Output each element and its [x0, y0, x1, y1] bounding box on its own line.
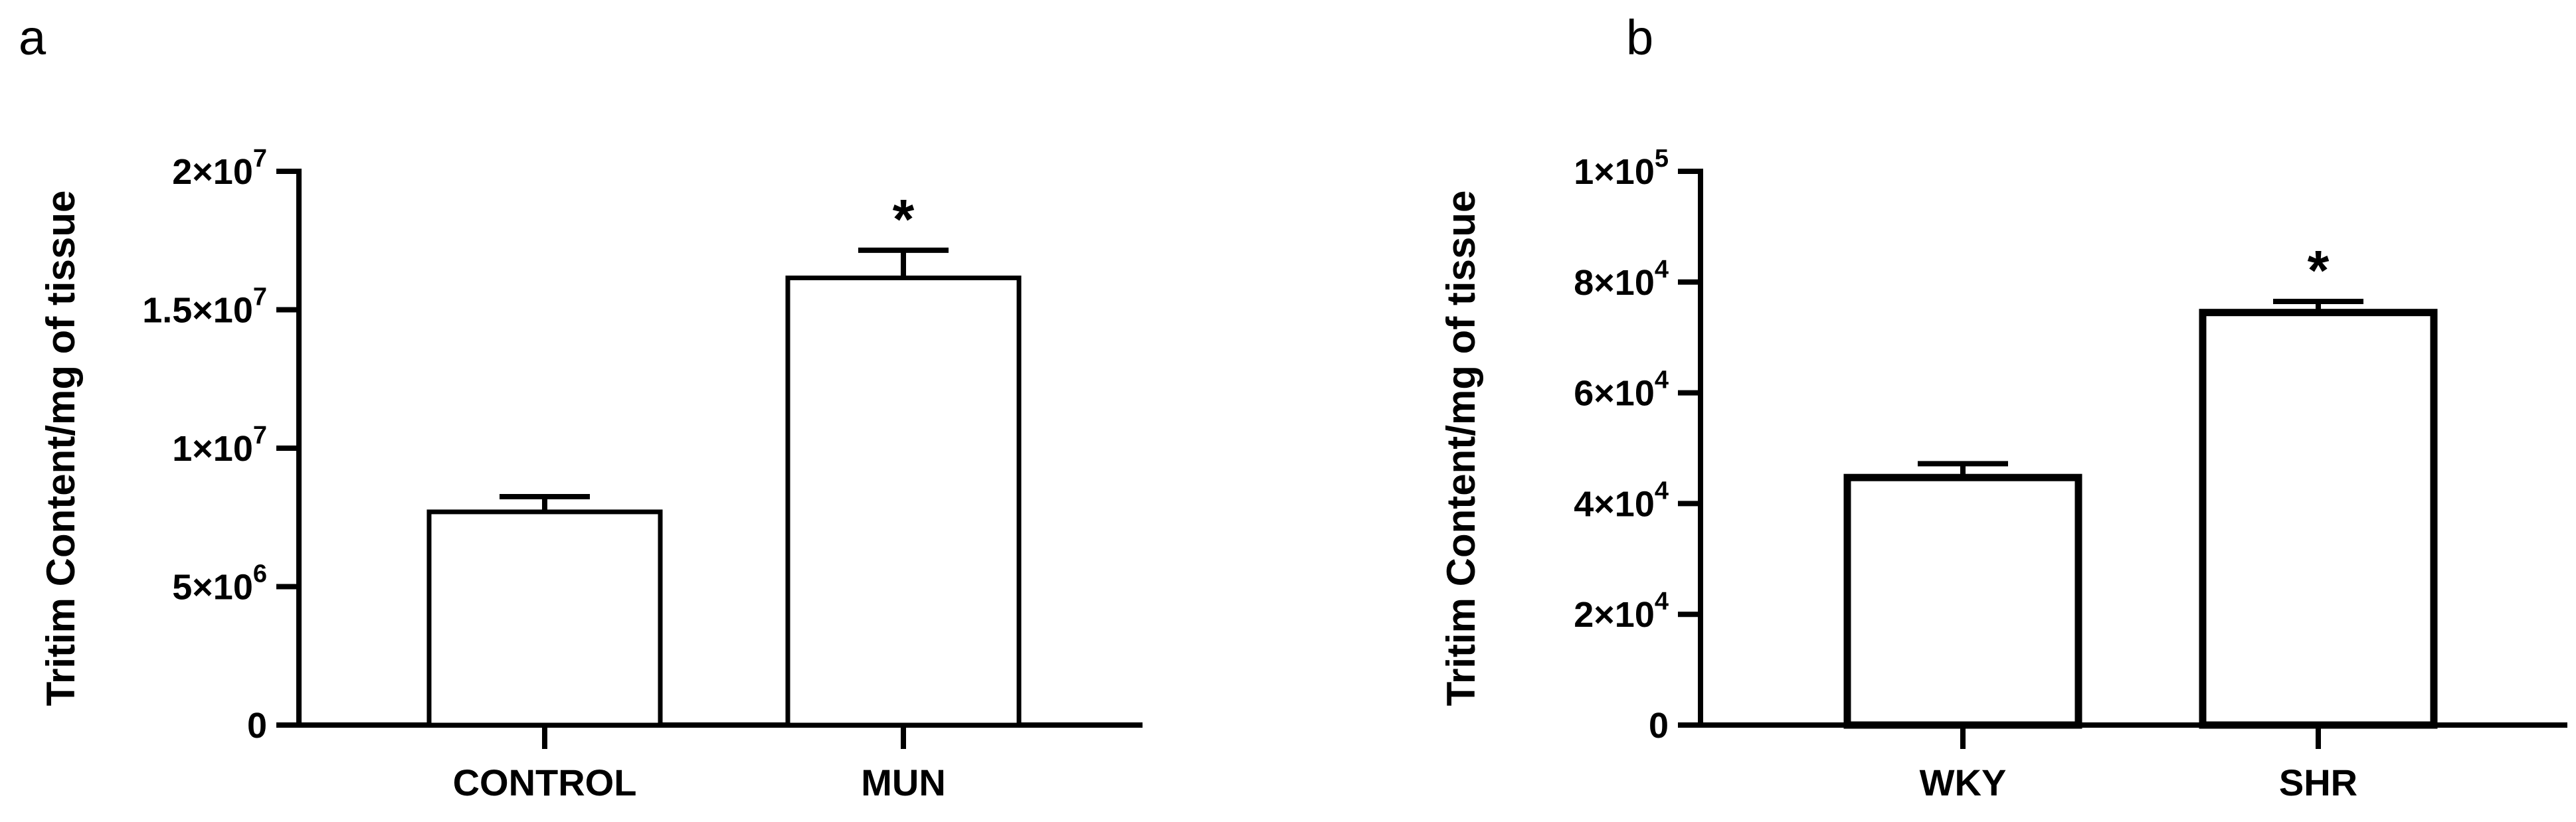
y-tick-exponent: 7 — [253, 422, 267, 450]
bar-control — [426, 509, 663, 728]
y-tick-label: 5×106 — [172, 560, 267, 608]
y-tick-label: 1×107 — [172, 422, 267, 469]
y-tick-exponent: 4 — [1655, 588, 1669, 616]
y-axis-label: Tritim Content/mg of tissue — [39, 191, 83, 706]
y-axis-label: Tritim Content/mg of tissue — [1439, 191, 1483, 706]
y-tick-label: 8×104 — [1574, 256, 1669, 303]
y-tick-exponent: 5 — [1655, 145, 1669, 173]
y-tick-label: 1.5×107 — [142, 284, 267, 331]
y-tick-exponent: 7 — [253, 284, 267, 311]
y-tick-label: 2×107 — [172, 145, 267, 192]
x-tick-label: CONTROL — [453, 762, 637, 803]
y-tick-exponent: 4 — [1655, 367, 1669, 394]
significance-marker: * — [893, 188, 915, 250]
chart-b: 0 2×104 4×104 6×104 8×104 1×105 Tritim Content… — [1439, 145, 2567, 803]
y-tick-exponent: 4 — [1655, 477, 1669, 505]
significance-marker: * — [2308, 239, 2330, 301]
panel-b-letter: b — [1626, 10, 1653, 65]
chart-a: 0 5×106 1×107 1.5×107 2×107 Tritim Content/mg… — [39, 145, 1143, 803]
y-tick-label: 0 — [1649, 706, 1669, 746]
y-tick-exponent: 6 — [253, 560, 267, 588]
y-tick-label: 6×104 — [1574, 367, 1669, 414]
x-tick-label: MUN — [861, 762, 946, 803]
y-tick-label: 0 — [247, 706, 267, 746]
y-tick-label: 2×104 — [1574, 588, 1669, 635]
x-tick-label: WKY — [1920, 762, 2007, 803]
x-tick-label: SHR — [2279, 762, 2357, 803]
y-tick-label: 4×104 — [1574, 477, 1669, 524]
y-tick-exponent: 7 — [253, 145, 267, 173]
panel-a-letter: a — [19, 10, 46, 65]
bar-shr — [2199, 309, 2438, 729]
bar-wky — [1843, 473, 2082, 729]
bar-mun — [785, 276, 1022, 728]
y-tick-exponent: 4 — [1655, 256, 1669, 284]
y-tick-label: 1×105 — [1574, 145, 1669, 192]
